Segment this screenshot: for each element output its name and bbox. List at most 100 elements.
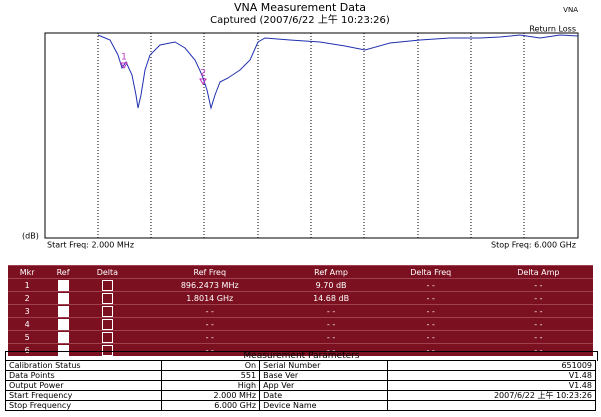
value-cell: - - (284, 330, 378, 344)
ref-cell (46, 330, 80, 344)
param-name: Stop Frequency (5, 400, 162, 411)
subtitle: Captured (2007/6/22 上午 10:23:26) (210, 13, 390, 26)
value-cell: - - (377, 330, 484, 344)
start-freq: Start Freq: 2.000 MHz (47, 241, 134, 250)
marker-label: 2 (200, 69, 206, 79)
markers-table: Mkr Ref Delta Ref Freq Ref Amp Delta Freq Delt… (8, 265, 593, 356)
mkr-cell: 6 (8, 343, 47, 356)
param-value: 2007/6/22 上午 10:23:26 (386, 390, 597, 401)
param-value: 2.000 MHz (160, 390, 261, 401)
param-row: Output Power High App Ver V1.48 (5, 380, 597, 391)
corner-label: VNA (563, 6, 578, 14)
delta-checkbox[interactable] (101, 318, 113, 330)
value-cell: 14.68 dB (284, 291, 378, 305)
ref-checkbox[interactable] (57, 331, 69, 343)
marker-label: 1 (121, 53, 127, 63)
y-unit: (dB) (22, 232, 39, 241)
param-value: 651009 (386, 360, 597, 371)
header-cell: Delta (79, 265, 135, 279)
header-cell: Ref Amp (284, 265, 378, 279)
param-name: Base Ver (259, 370, 388, 381)
ref-cell (46, 317, 80, 331)
param-name: Serial Number (259, 360, 388, 371)
param-value: 551 (160, 370, 261, 381)
delta-cell (79, 317, 135, 331)
marker-icon (120, 62, 128, 69)
header-cell: Delta Amp (483, 265, 593, 279)
param-value: 6.000 GHz (160, 400, 261, 411)
delta-checkbox[interactable] (101, 331, 113, 343)
trace (97, 34, 579, 110)
header-cell: Ref Freq (134, 265, 285, 279)
delta-checkbox[interactable] (101, 292, 113, 304)
delta-checkbox[interactable] (101, 344, 113, 356)
param-name: Output Power (5, 380, 162, 391)
param-name: Calibration Status (5, 360, 162, 371)
param-value: High (160, 380, 261, 391)
value-cell: - - (377, 317, 484, 331)
value-cell: - - (483, 330, 593, 344)
ref-cell (46, 278, 80, 292)
mkr-cell: 3 (8, 304, 47, 318)
param-value: V1.48 (386, 370, 597, 381)
ref-checkbox[interactable] (57, 305, 69, 317)
marker-row: 2 1.8014 GHz 14.68 dB - -- - (8, 291, 593, 305)
stop-freq: Stop Freq: 6.000 GHz (491, 241, 576, 250)
ref-checkbox[interactable] (57, 279, 69, 291)
header-cell: Mkr (8, 265, 47, 279)
delta-cell (79, 304, 135, 318)
value-cell: - - (284, 317, 378, 331)
value-cell: - - (134, 343, 285, 356)
delta-cell (79, 343, 135, 356)
delta-checkbox[interactable] (101, 305, 113, 317)
value-cell: - - (377, 278, 484, 292)
params-title: Measurement Parameters (5, 351, 598, 361)
title: VNA Measurement Data (234, 1, 366, 14)
marker-row: 3- -- -- -- - (8, 304, 593, 318)
plot-panel: VNA Measurement Data Captured (2007/6/22… (22, 1, 579, 250)
ref-checkbox[interactable] (57, 292, 69, 304)
param-row: Data Points 551 Base Ver V1.48 (5, 370, 597, 381)
delta-checkbox[interactable] (101, 279, 113, 291)
mkr-cell: 5 (8, 330, 47, 344)
marker-row: 4- -- -- -- - (8, 317, 593, 331)
ref-cell (46, 304, 80, 318)
delta-cell (79, 278, 135, 292)
value-cell: - - (377, 343, 484, 356)
param-name: Date (259, 390, 388, 401)
mkr-cell: 4 (8, 317, 47, 331)
value-cell: - - (483, 343, 593, 356)
marker-row: 1 896.2473 MHz 9.70 dB - -- - (8, 278, 593, 292)
mkr-cell: 1 (8, 278, 47, 292)
ref-checkbox[interactable] (57, 344, 69, 356)
grid (97, 33, 525, 238)
param-row: Stop Frequency 6.000 GHz Device Name (5, 400, 597, 411)
header-cell: Delta Freq (377, 265, 484, 279)
value-cell: - - (483, 278, 593, 292)
value-cell: 1.8014 GHz (134, 291, 285, 305)
mkr-cell: 2 (8, 291, 47, 305)
param-value: V1.48 (386, 380, 597, 391)
ref-checkbox[interactable] (57, 318, 69, 330)
value-cell: - - (483, 317, 593, 331)
delta-cell (79, 291, 135, 305)
ref-cell (46, 343, 80, 356)
marker-row: 5- -- -- -- - (8, 330, 593, 344)
value-cell: - - (284, 343, 378, 356)
value-cell: 9.70 dB (284, 278, 378, 292)
marker-icon (199, 78, 207, 85)
delta-cell (79, 330, 135, 344)
value-cell: - - (377, 304, 484, 318)
param-row: Start Frequency 2.000 MHz Date 2007/6/22 上午… (5, 390, 597, 401)
params-table: Calibration Status On Serial Number 651009 D… (5, 360, 597, 411)
param-name: Device Name (259, 400, 388, 411)
param-row: Calibration Status On Serial Number 651009 (5, 360, 597, 371)
header-cell: Ref (46, 265, 80, 279)
value-cell: 896.2473 MHz (134, 278, 285, 292)
value-cell: - - (284, 304, 378, 318)
param-name: Start Frequency (5, 390, 162, 401)
value-cell: - - (377, 291, 484, 305)
header-row: Mkr Ref Delta Ref Freq Ref Amp Delta Freq Delt… (8, 265, 593, 279)
trace-label: Return Loss (529, 25, 576, 34)
